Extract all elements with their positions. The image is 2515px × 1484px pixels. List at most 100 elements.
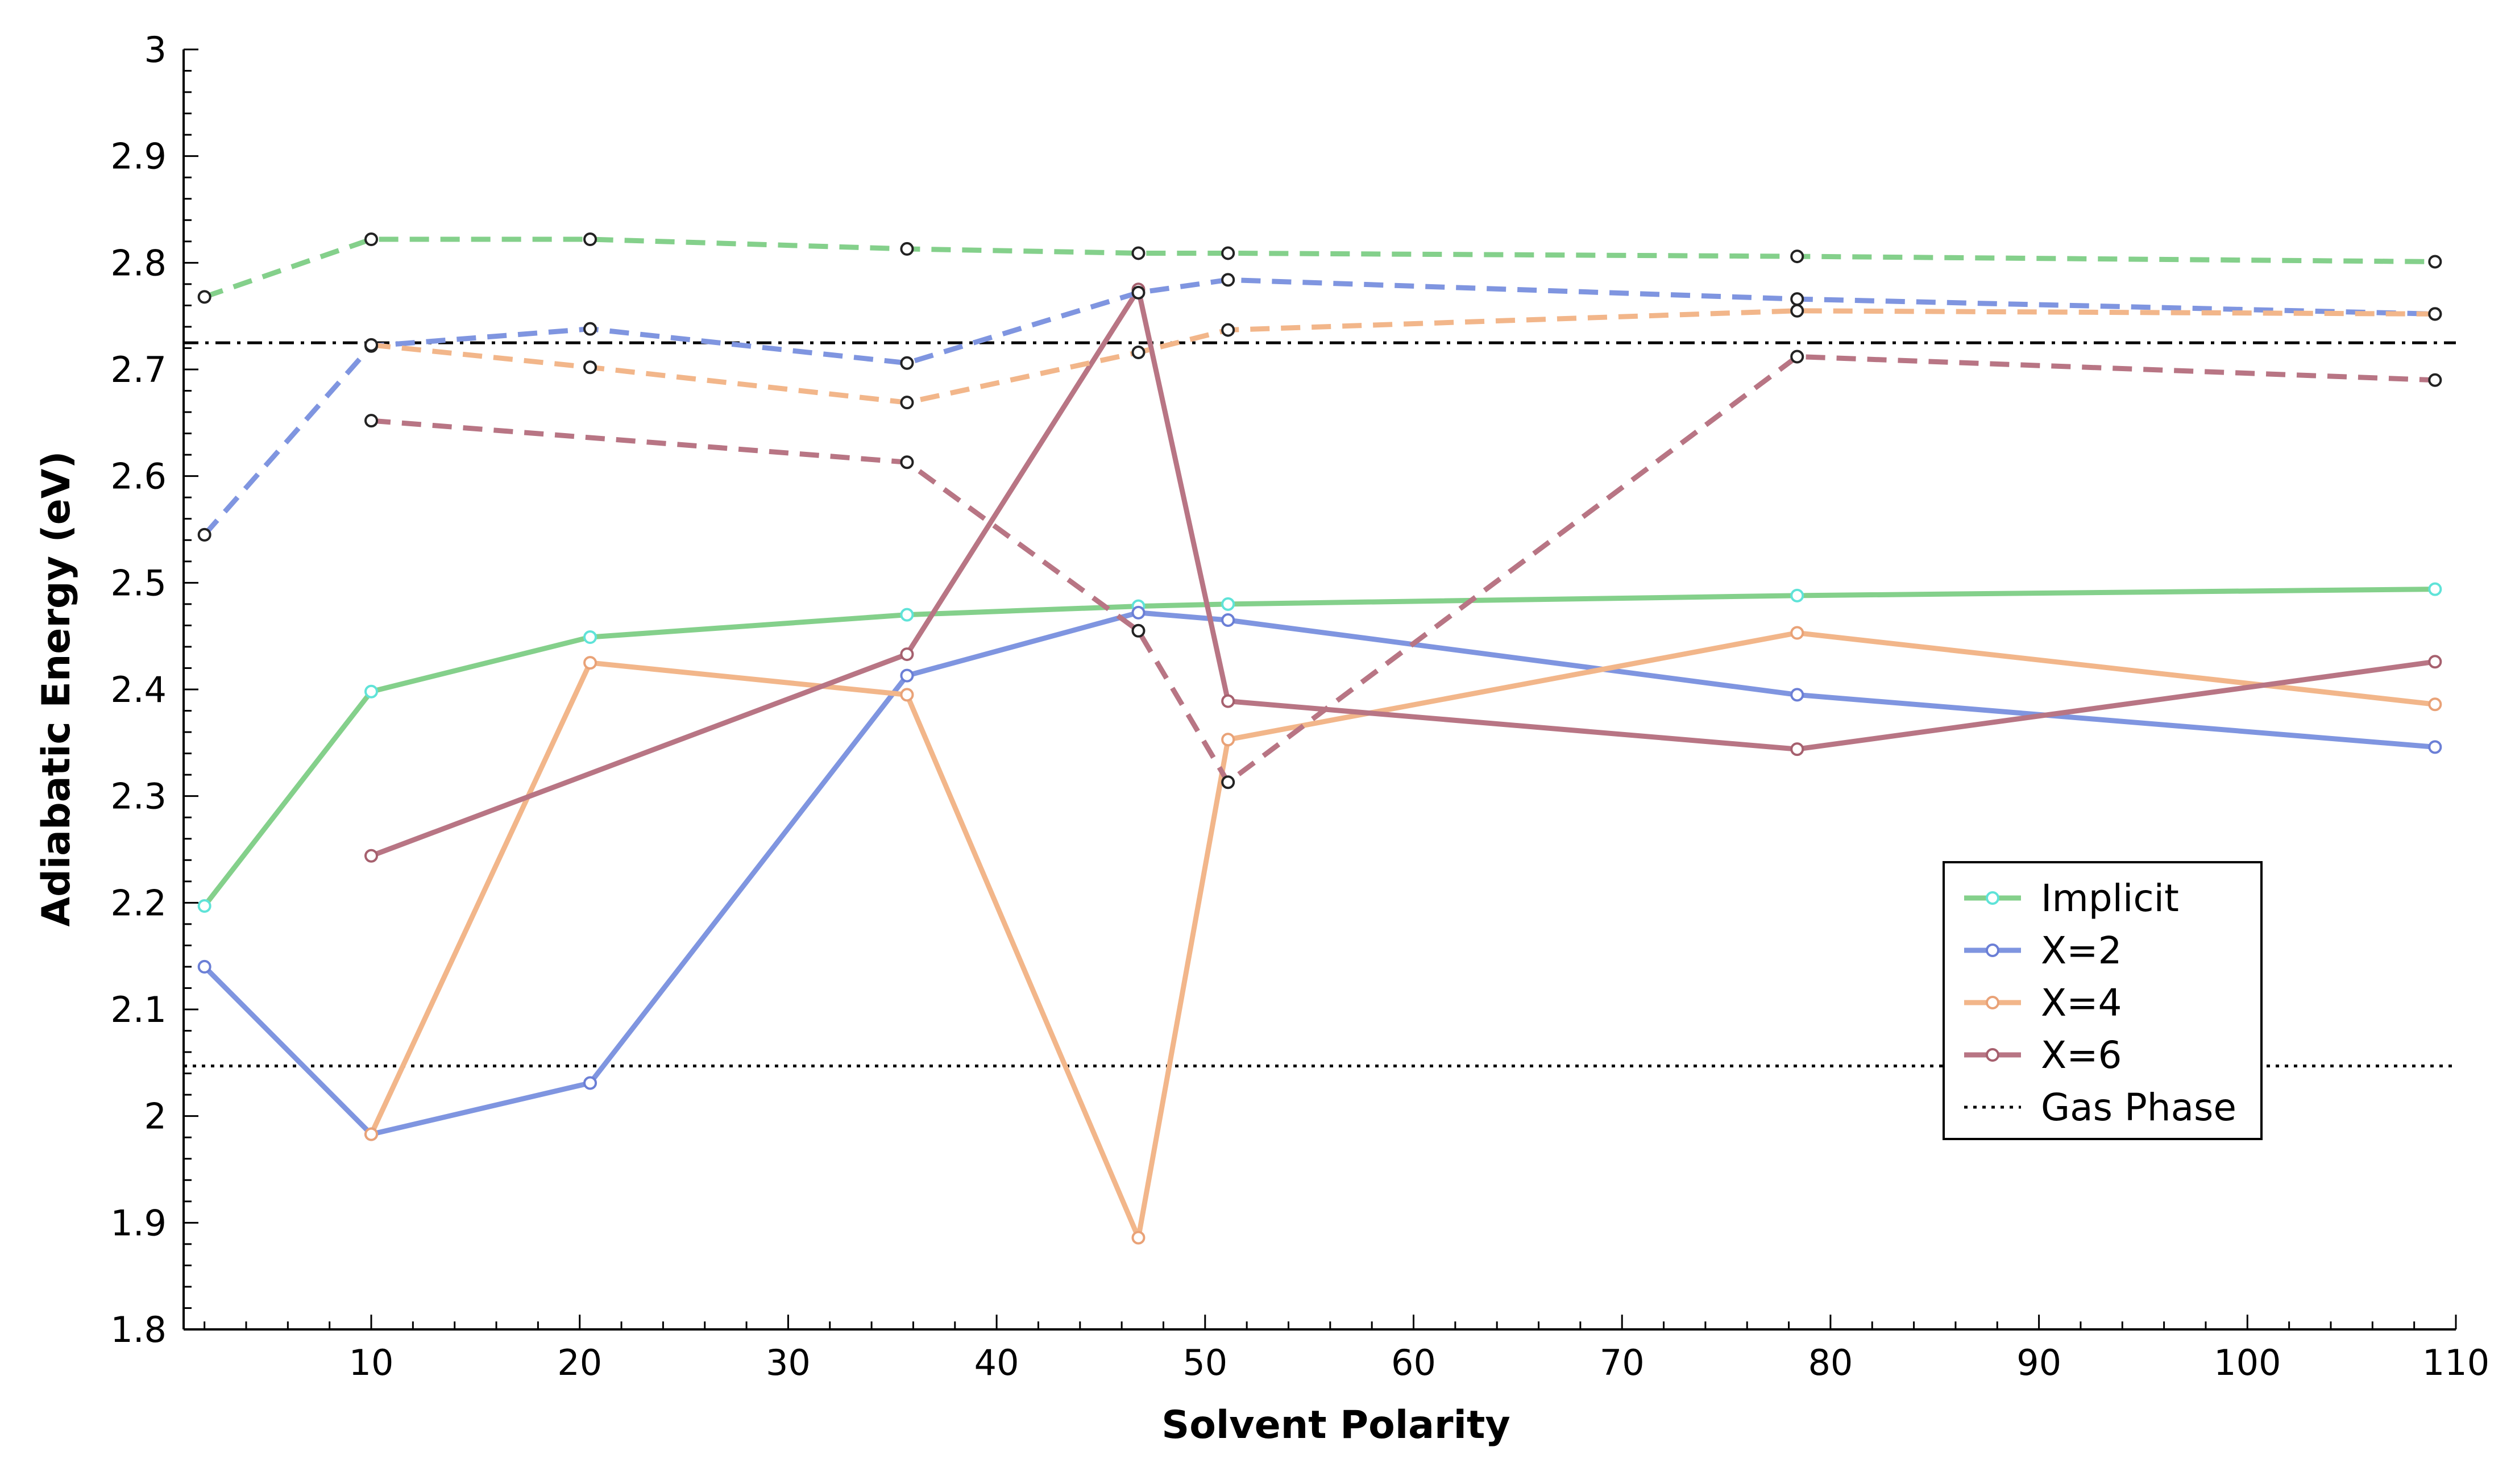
- x-axis-title: Solvent Polarity: [1161, 1403, 1510, 1448]
- x-tick-label: 30: [766, 1342, 811, 1383]
- y-tick-label: 2.7: [110, 349, 167, 390]
- data-point: [1790, 588, 1804, 602]
- x-tick-label: 100: [2214, 1342, 2281, 1383]
- data-point: [2428, 740, 2442, 754]
- data-point: [1790, 292, 1804, 306]
- x-tick-label: 10: [349, 1342, 394, 1383]
- data-point: [900, 396, 914, 410]
- data-point: [364, 1127, 379, 1141]
- y-tick-label: 2.4: [110, 669, 167, 710]
- data-point: [1790, 250, 1804, 264]
- y-tick-label: 2.1: [110, 989, 167, 1030]
- data-point: [583, 630, 597, 645]
- series-line: [371, 354, 2435, 785]
- data-point: [583, 360, 597, 375]
- data-point: [1790, 688, 1804, 702]
- legend-swatch-marker: [1986, 1048, 1999, 1062]
- data-point: [1221, 273, 1235, 287]
- data-point: [2428, 697, 2442, 712]
- legend-label: X=6: [2041, 1033, 2122, 1077]
- x-tick-label: 70: [1600, 1342, 1645, 1383]
- legend-label: Gas Phase: [2041, 1086, 2236, 1129]
- legend-swatch-marker: [1986, 943, 1999, 957]
- data-point: [364, 414, 379, 428]
- data-point: [197, 290, 211, 304]
- series-line: [202, 277, 2435, 537]
- y-tick-label: 2.2: [110, 882, 167, 924]
- x-tick-label: 110: [2422, 1342, 2489, 1383]
- data-point: [1221, 733, 1235, 747]
- legend-swatch-marker: [1986, 891, 1999, 905]
- legend-label: X=4: [2041, 981, 2122, 1025]
- y-tick-label: 2.5: [110, 562, 167, 604]
- legend-label: Implicit: [2041, 876, 2179, 920]
- legend-label: X=2: [2041, 929, 2122, 972]
- data-point: [2428, 655, 2442, 669]
- data-point: [2428, 582, 2442, 596]
- data-point: [1790, 626, 1804, 640]
- data-point: [1790, 742, 1804, 756]
- data-point: [1221, 694, 1235, 708]
- data-point: [583, 322, 597, 336]
- data-point: [1221, 323, 1235, 337]
- data-point: [364, 338, 379, 352]
- y-tick-label: 1.8: [110, 1309, 167, 1350]
- legend-swatch-marker: [1986, 996, 1999, 1009]
- data-point: [583, 656, 597, 670]
- y-tick-label: 3: [144, 29, 167, 70]
- series-line: [204, 236, 2435, 300]
- data-point: [2428, 255, 2442, 269]
- y-tick-label: 2.3: [110, 776, 167, 817]
- data-point: [197, 959, 211, 974]
- data-point: [2428, 307, 2442, 321]
- y-tick-label: 2.8: [110, 242, 167, 284]
- data-point: [364, 849, 379, 863]
- legend: Implicit X=2 X=4 X=6 Gas Phase: [1943, 861, 2263, 1140]
- data-point: [1131, 246, 1146, 260]
- data-point: [2428, 373, 2442, 387]
- data-point: [1131, 285, 1146, 300]
- series-line: [370, 286, 2435, 858]
- data-point: [900, 608, 914, 622]
- data-point: [583, 1076, 597, 1090]
- x-tick-label: 40: [974, 1342, 1019, 1383]
- x-tick-label: 50: [1182, 1342, 1227, 1383]
- data-point: [1131, 623, 1146, 638]
- data-point: [1221, 775, 1235, 789]
- data-point: [1221, 246, 1235, 260]
- data-point: [900, 242, 914, 256]
- y-axis-title: Adiabatic Energy (eV): [34, 451, 79, 927]
- data-point: [583, 232, 597, 247]
- x-tick-label: 20: [557, 1342, 602, 1383]
- data-point: [1131, 345, 1146, 359]
- data-point: [1131, 1231, 1146, 1245]
- x-tick-label: 90: [2016, 1342, 2061, 1383]
- data-point: [1221, 613, 1235, 627]
- y-tick-label: 2.9: [110, 136, 167, 177]
- y-tick-label: 1.9: [110, 1202, 167, 1244]
- series-markers: [197, 232, 2442, 1245]
- y-ticks: 1.8 1.9 2 2.1 2.2 2.3 2.4 2.5 2.6 2.7 2.8 2.9 3: [110, 29, 198, 1350]
- y-tick-label: 2: [144, 1096, 167, 1137]
- data-point: [197, 527, 211, 542]
- data-point: [900, 688, 914, 702]
- data-point: [1790, 304, 1804, 318]
- data-point: [364, 684, 379, 699]
- data-point: [900, 647, 914, 662]
- data-point: [364, 232, 379, 247]
- data-point: [1221, 597, 1235, 611]
- y-tick-label: 2.6: [110, 456, 167, 497]
- data-point: [197, 899, 211, 913]
- series-line: [202, 587, 2435, 908]
- data-point: [900, 356, 914, 370]
- data-point: [1131, 605, 1146, 620]
- x-tick-label: 60: [1391, 1342, 1436, 1383]
- data-point: [1790, 350, 1804, 364]
- x-ticks: 10 20 30 40 50 60 70 80 90 100 110: [204, 1315, 2489, 1383]
- data-point: [900, 668, 914, 683]
- series-line: [202, 610, 2435, 1137]
- x-tick-label: 80: [1808, 1342, 1853, 1383]
- data-point: [900, 455, 914, 469]
